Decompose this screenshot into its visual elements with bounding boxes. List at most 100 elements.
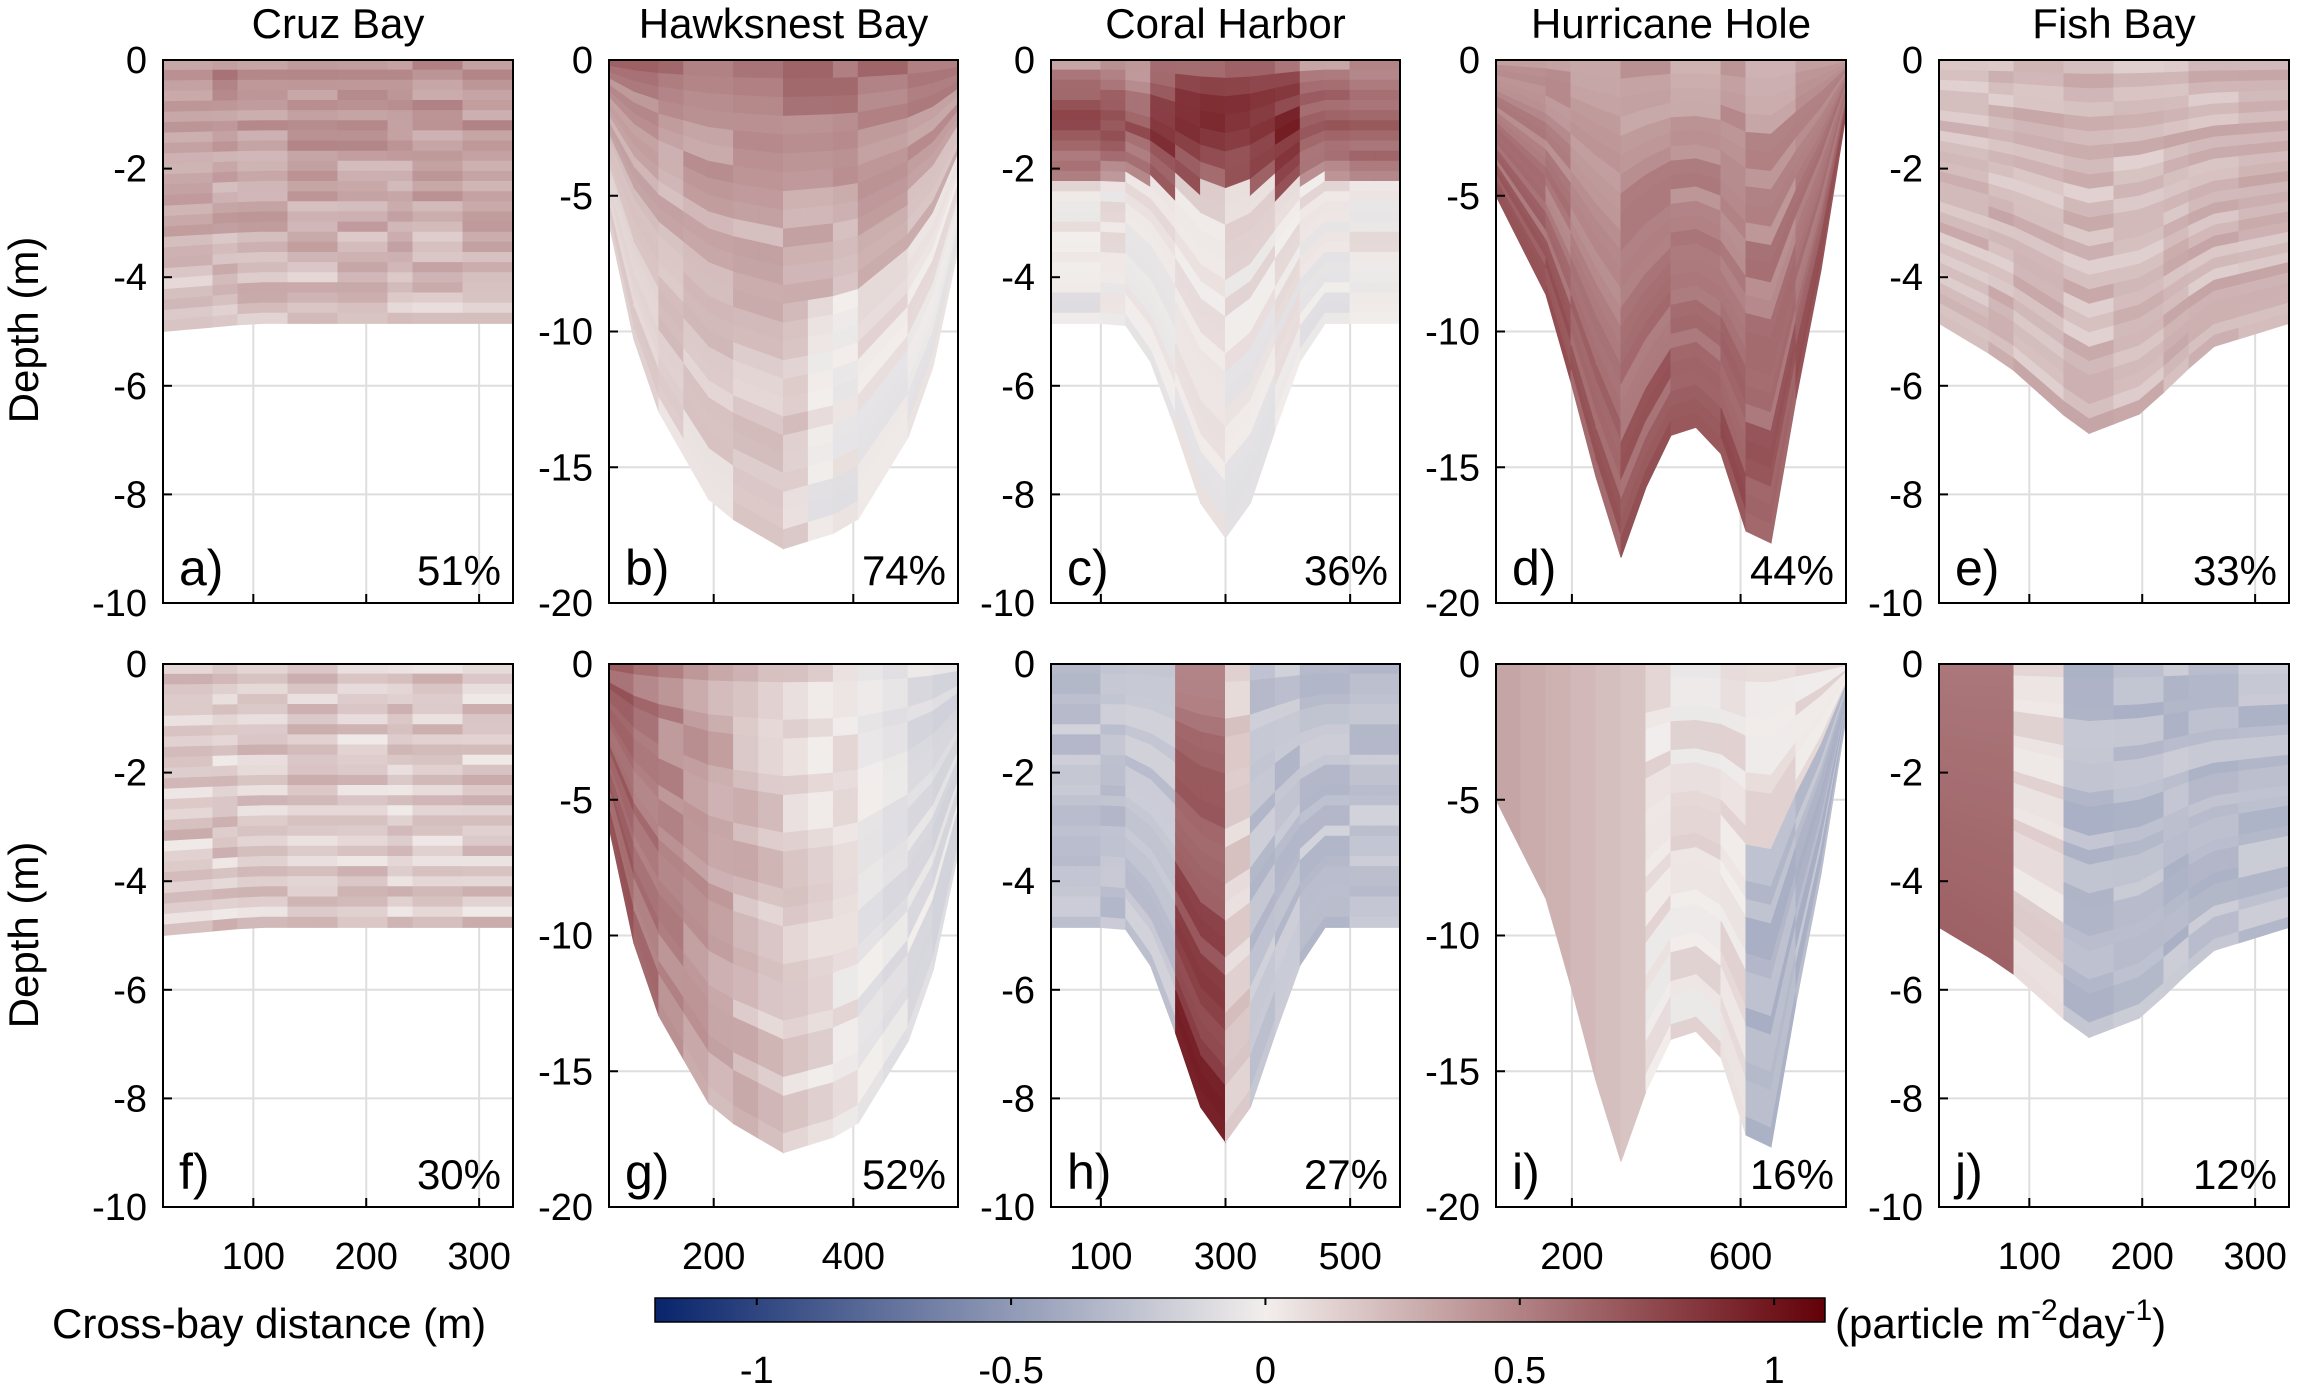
heatmap-cell [462, 845, 489, 857]
heatmap-cell [708, 93, 735, 114]
heatmap-cell [287, 252, 314, 264]
heatmap-cell [2138, 676, 2165, 692]
heatmap-cell [287, 754, 314, 766]
heatmap-cell [487, 896, 514, 908]
heatmap-cell [1963, 59, 1990, 72]
heatmap-cell [1745, 735, 1772, 758]
heatmap-cell [487, 79, 514, 91]
heatmap-cell [337, 181, 364, 193]
ytick-label: -10 [1868, 1187, 1923, 1229]
heatmap-cell [187, 663, 214, 675]
heatmap-cell [2213, 70, 2240, 83]
heatmap-cell [1745, 95, 1772, 117]
heatmap-cell [337, 866, 364, 878]
heatmap-cell [2088, 129, 2115, 147]
heatmap-cell [262, 241, 289, 253]
heatmap-cell [882, 663, 909, 681]
heatmap-cell [262, 312, 289, 324]
heatmap-cell [287, 744, 314, 756]
heatmap-cell [807, 223, 834, 246]
heatmap-cell [462, 876, 489, 888]
heatmap-cell [262, 181, 289, 193]
heatmap-cell [1745, 59, 1772, 80]
heatmap-cell [1374, 785, 1401, 797]
heatmap-cell [287, 241, 314, 253]
heatmap-cell [487, 916, 514, 928]
panel-h: 0 -2 -4 -6 -8 -10 100 300 500 h) 27% [980, 644, 1401, 1278]
heatmap-cell [187, 90, 214, 102]
heatmap-cell [1349, 160, 1376, 172]
heatmap-cell [1050, 312, 1077, 324]
heatmap-cell [337, 312, 364, 324]
heatmap-cell [337, 825, 364, 837]
heatmap-cell [758, 699, 784, 721]
heatmap-cell [387, 191, 414, 203]
heatmap-cell [487, 170, 514, 182]
axes-box [1938, 59, 2290, 604]
heatmap-cell [362, 59, 389, 71]
heatmap-cell [412, 876, 439, 888]
heatmap-cell [2238, 663, 2265, 676]
heatmap-cell [2063, 73, 2090, 90]
heatmap-cell [187, 755, 214, 769]
panel-i: 0 -5 -10 -15 -20 200 600 i) 16% [1425, 644, 1847, 1278]
heatmap-cell [462, 815, 489, 827]
heatmap-cell [412, 825, 439, 837]
ytick-label: -4 [1001, 861, 1035, 903]
heatmap-cell [312, 191, 339, 203]
panel-percent: 44% [1750, 547, 1834, 594]
ytick-label: -10 [1868, 583, 1923, 625]
heatmap-cell [237, 211, 264, 224]
colorbar-label-unit: (particle m [1835, 1300, 2031, 1347]
heatmap-cell [337, 170, 364, 182]
heatmap-cell [2013, 71, 2040, 87]
heatmap-cell [1374, 130, 1401, 142]
heatmap-cell [807, 114, 834, 135]
heatmap-cell [1374, 282, 1401, 294]
heatmap-cell [1695, 73, 1722, 91]
heatmap-cells [1495, 663, 1847, 1162]
heatmap-cell [857, 663, 884, 683]
heatmap-cell [1075, 825, 1102, 837]
heatmap-cell [1349, 89, 1376, 101]
heatmap-cell [2013, 675, 2040, 691]
heatmap-cell [162, 214, 189, 228]
heatmap-cell [1050, 704, 1077, 716]
heatmap-cell [487, 805, 514, 817]
heatmap-cell [412, 160, 439, 172]
heatmap-cell [237, 845, 264, 859]
heatmap-cell [2013, 59, 2040, 74]
heatmap-cell [758, 681, 784, 703]
heatmap-cell [312, 785, 339, 797]
heatmap-cell [1988, 59, 2015, 73]
heatmap-cell [162, 715, 189, 728]
heatmap-cell [237, 241, 264, 255]
heatmap-cell [1050, 663, 1077, 675]
heatmap-cell [1200, 680, 1226, 702]
heatmap-cell [1374, 896, 1401, 908]
heatmap-cell [1200, 76, 1226, 98]
heatmap-cell [237, 251, 264, 265]
heatmap-cell [237, 703, 264, 716]
heatmap-cell [1324, 79, 1351, 91]
heatmap-cell [462, 916, 489, 928]
heatmap-cell [487, 252, 514, 264]
heatmap-cell [212, 744, 239, 757]
ytick-label: 0 [126, 644, 147, 686]
heatmap-cell [312, 896, 339, 908]
heatmap-cell [758, 736, 784, 759]
heatmap-cell [387, 764, 414, 776]
heatmap-cell [187, 766, 214, 779]
heatmap-cell [262, 160, 289, 172]
heatmap-cell [1100, 784, 1127, 798]
heatmap-cell [1200, 59, 1226, 79]
heatmap-cell [412, 282, 439, 294]
heatmap-cell [312, 89, 339, 101]
heatmap-cell [1695, 663, 1722, 680]
heatmap-cell [1075, 845, 1102, 857]
heatmap-cell [412, 754, 439, 766]
heatmap-cell [262, 856, 289, 868]
heatmap-cell [1075, 262, 1102, 274]
heatmap-cell [1349, 191, 1376, 203]
